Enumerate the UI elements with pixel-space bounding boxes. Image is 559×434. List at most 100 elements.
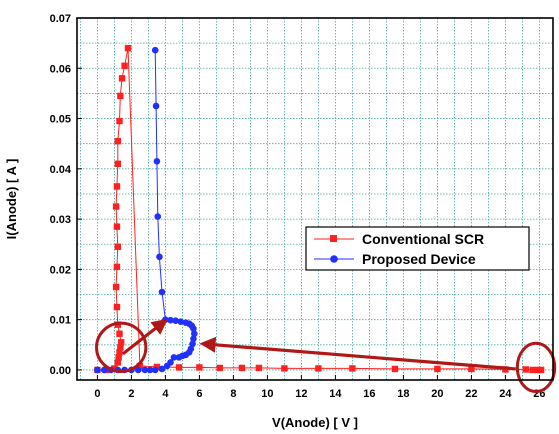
x-tick-label: 10 (261, 388, 273, 400)
data-point-conventional-scr (112, 203, 120, 210)
data-point-conventional-scr (238, 364, 246, 372)
data-point-proposed-device (100, 366, 108, 374)
y-tick-label: 0.06 (50, 63, 71, 75)
data-point-proposed-device (154, 213, 162, 220)
data-point-proposed-device (146, 366, 154, 374)
data-point-proposed-device (182, 319, 190, 326)
x-tick-label: 8 (230, 388, 236, 400)
tick-marks (77, 17, 540, 380)
data-point-conventional-scr (349, 365, 356, 372)
data-point-conventional-scr (114, 160, 121, 168)
highlight-ellipse (515, 341, 557, 394)
data-point-conventional-scr (114, 243, 121, 250)
x-tick-label: 20 (431, 388, 443, 400)
data-point-proposed-device (158, 288, 166, 296)
data-point-proposed-device (177, 318, 184, 325)
data-point-proposed-device (187, 345, 195, 353)
x-tick-labels: 0 2 4 6 8 10 12 14 16 18 20 22 24 26 (94, 388, 545, 400)
data-point-proposed-device (134, 366, 142, 374)
data-point-conventional-scr (255, 364, 263, 372)
data-point-conventional-scr (111, 365, 118, 372)
data-point-conventional-scr (115, 354, 122, 361)
data-point-conventional-scr (113, 263, 121, 271)
grid (77, 18, 553, 380)
data-point-conventional-scr (315, 365, 322, 372)
data-point-proposed-device (152, 102, 160, 110)
x-tick-label: 2 (128, 388, 134, 400)
legend-label-proposed-device: Proposed Device (362, 251, 476, 267)
highlight-ellipse (95, 321, 148, 373)
x-axis-label: V(Anode) [ V ] (272, 415, 358, 430)
data-point-proposed-device (141, 366, 149, 374)
data-point-conventional-scr (534, 366, 541, 374)
data-point-conventional-scr (153, 363, 161, 371)
annotation-arrow (121, 318, 168, 356)
data-point-conventional-scr (118, 75, 126, 82)
data-point-conventional-scr (117, 92, 124, 100)
legend-marker-conventional-scr (330, 235, 337, 242)
data-point-proposed-device (189, 340, 196, 348)
data-point-proposed-device (151, 366, 159, 374)
data-point-conventional-scr (537, 366, 545, 374)
x-tick-label: 14 (329, 388, 342, 400)
data-point-conventional-scr (117, 344, 124, 351)
plot-frame (76, 17, 554, 381)
y-axis-label: I(Anode) [ A ] (4, 159, 19, 240)
data-point-conventional-scr (434, 365, 441, 373)
x-tick-label: 6 (196, 388, 202, 400)
y-tick-label: 0.04 (50, 164, 72, 176)
data-point-conventional-scr (281, 365, 288, 372)
data-point-conventional-scr (113, 223, 121, 230)
data-point-conventional-scr (116, 349, 123, 356)
data-point-conventional-scr (118, 339, 125, 346)
data-point-conventional-scr (116, 330, 123, 337)
data-point-proposed-device (151, 46, 159, 54)
data-point-proposed-device (191, 330, 198, 338)
y-tick-labels: 0.00 0.01 0.02 0.03 0.04 0.05 0.06 0.07 (50, 13, 72, 377)
data-point-conventional-scr (216, 364, 223, 372)
data-point-conventional-scr (196, 364, 203, 371)
y-tick-label: 0.01 (50, 315, 71, 327)
legend: Conventional SCR Proposed Device (305, 226, 530, 271)
y-tick-label: 0.05 (50, 114, 71, 126)
data-point-conventional-scr (529, 366, 536, 374)
legend-marker-proposed-device (330, 255, 338, 263)
y-tick-label: 0.07 (50, 13, 71, 25)
x-tick-label: 12 (295, 388, 307, 400)
data-point-proposed-device (190, 335, 197, 343)
x-tick-label: 16 (363, 388, 375, 400)
data-point-conventional-scr (114, 137, 121, 145)
data-point-proposed-device (167, 316, 174, 324)
data-point-conventional-scr (112, 283, 120, 291)
annotation-arrow (199, 336, 516, 371)
series-layer (94, 44, 545, 374)
legend-box (305, 226, 530, 271)
x-tick-label: 0 (94, 388, 100, 400)
data-point-conventional-scr (522, 366, 529, 373)
legend-label-conventional-scr: Conventional SCR (362, 231, 484, 247)
y-tick-label: 0.02 (50, 264, 71, 276)
data-point-proposed-device (156, 253, 163, 261)
data-point-proposed-device (170, 354, 178, 361)
x-tick-label: 4 (162, 388, 169, 400)
data-point-conventional-scr (136, 362, 144, 370)
data-point-proposed-device (158, 365, 166, 373)
data-point-proposed-device (172, 317, 179, 324)
data-point-proposed-device (94, 366, 101, 374)
data-point-conventional-scr (391, 365, 399, 373)
data-point-proposed-device (153, 157, 161, 165)
data-point-conventional-scr (113, 303, 121, 311)
data-point-proposed-device (167, 359, 174, 366)
x-tick-label: 18 (397, 388, 409, 400)
y-tick-label: 0.03 (50, 214, 71, 226)
data-point-conventional-scr (116, 117, 123, 125)
data-point-conventional-scr (113, 183, 121, 190)
data-point-conventional-scr (124, 44, 132, 52)
data-point-conventional-scr (468, 365, 475, 373)
data-point-conventional-scr (121, 62, 128, 69)
x-tick-label: 24 (499, 388, 512, 400)
x-tick-label: 22 (465, 388, 477, 400)
y-tick-label: 0.00 (50, 365, 71, 377)
annotations (95, 318, 557, 394)
